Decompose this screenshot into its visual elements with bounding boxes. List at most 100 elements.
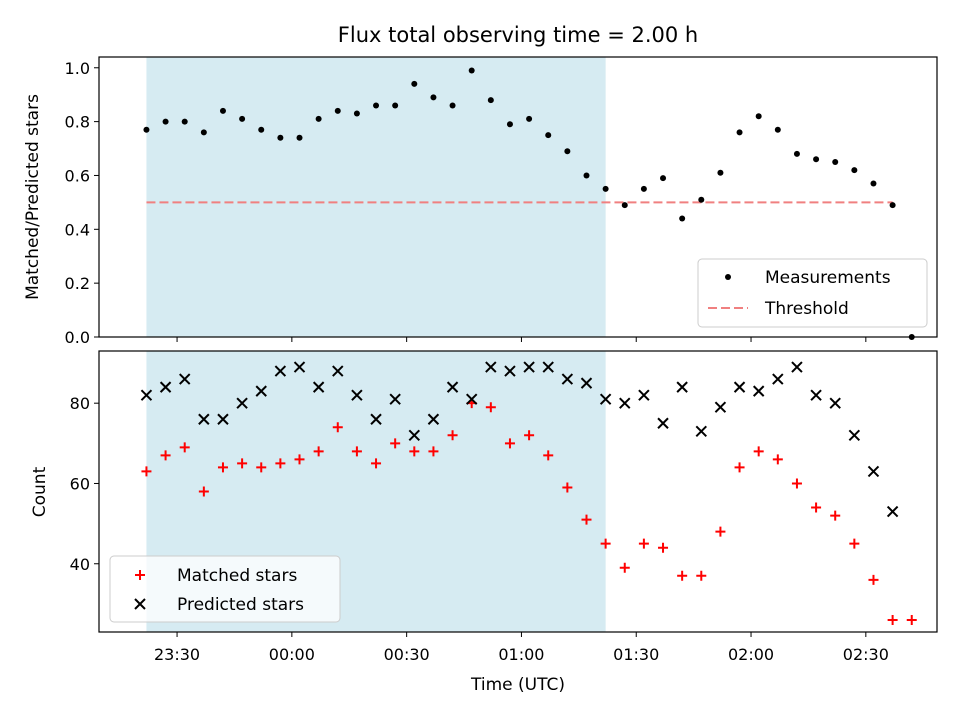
predicted-star-point (351, 389, 363, 401)
matched-star-point (141, 466, 152, 477)
predicted-star-point (829, 397, 841, 409)
matched-star-point (217, 462, 228, 473)
x-tick-label: 00:00 (269, 645, 315, 664)
measurement-point (449, 102, 456, 109)
matched-star-point (198, 486, 209, 497)
predicted-star-point (752, 385, 765, 397)
predicted-star-point (886, 505, 899, 518)
predicted-star-point (561, 373, 574, 385)
x-tick-label: 23:30 (154, 645, 200, 664)
top-legend: Measurements Threshold (697, 258, 928, 328)
legend-label-threshold: Threshold (764, 299, 849, 319)
measurement-point (602, 185, 609, 192)
y-tick-label: 0.0 (65, 328, 90, 347)
legend-box (697, 258, 928, 328)
predicted-star-point (695, 425, 707, 437)
measurement-point (621, 202, 628, 209)
predicted-star-point (446, 381, 459, 393)
matched-star-point (581, 514, 592, 525)
measurement-point (162, 118, 169, 125)
measurement-point (430, 94, 437, 101)
x-tick-label: 01:00 (498, 645, 544, 664)
matched-star-point (351, 446, 362, 457)
legend-marker-predicted (134, 598, 146, 610)
x-tick-label: 00:30 (384, 645, 430, 664)
y-tick-label: 1.0 (65, 59, 90, 78)
matched-star-point (237, 458, 248, 469)
measurement-point (889, 202, 896, 209)
predicted-star-point (370, 413, 382, 425)
measurement-point (832, 159, 839, 165)
predicted-star-point (465, 393, 478, 405)
predicted-star-point (255, 385, 267, 397)
matched-star-point (371, 458, 382, 469)
measurement-point (296, 134, 303, 141)
predicted-star-point (714, 401, 727, 413)
y-tick-label: 0.8 (65, 113, 90, 132)
predicted-star-point (867, 465, 880, 478)
bottom-panel: 40 60 80 23:30 00:00 00:30 01:00 01:30 02:00 02:3… (70, 350, 938, 664)
predicted-star-point (236, 397, 248, 409)
predicted-star-point (312, 381, 325, 393)
matched-star-point (160, 450, 171, 461)
predicted-star-point (179, 373, 191, 385)
matched-star-point (791, 478, 802, 489)
matched-star-point (658, 542, 669, 553)
predicted-star-point (772, 373, 784, 385)
measurement-point (143, 126, 150, 133)
measurement-point (640, 185, 647, 192)
x-tick-label: 01:30 (613, 645, 659, 664)
x-axis-label: Time (UTC) (470, 675, 565, 695)
measurement-point (468, 67, 475, 74)
predicted-star-point (485, 361, 497, 373)
measurement-point (851, 167, 858, 174)
matched-star-point (313, 446, 324, 457)
y-tick-label: 0.4 (65, 220, 90, 239)
matched-star-point (504, 438, 515, 449)
measurement-point (660, 175, 667, 182)
predicted-star-point (638, 389, 650, 401)
predicted-star-point (791, 361, 803, 373)
measurement-point (258, 126, 265, 133)
measurement-point (487, 97, 494, 104)
measurement-point (353, 110, 360, 117)
measurement-point (373, 102, 380, 109)
legend-marker-measurements (725, 274, 731, 280)
matched-star-point (485, 402, 496, 413)
matched-star-point (428, 446, 439, 457)
predicted-star-point (408, 429, 421, 442)
measurement-point (219, 107, 226, 114)
matched-star-point (696, 570, 707, 581)
bottom-y-axis-label: Count (30, 466, 50, 517)
predicted-star-point (810, 389, 822, 401)
matched-star-point (524, 430, 535, 441)
matched-star-point (600, 538, 611, 549)
predicted-star-point (389, 393, 401, 405)
predicted-star-point (619, 397, 631, 409)
predicted-star-point (427, 413, 440, 425)
measurement-point (411, 80, 418, 87)
predicted-star-point (140, 389, 153, 401)
measurement-point (200, 129, 207, 136)
chart-title: Flux total observing time = 2.00 h (338, 23, 698, 47)
matched-star-point (332, 422, 343, 433)
measurement-point (239, 115, 246, 122)
matched-star-point (294, 454, 305, 465)
predicted-star-point (198, 413, 210, 425)
measurement-point (315, 115, 322, 122)
matched-star-point (409, 446, 420, 457)
measurement-point (545, 132, 552, 139)
predicted-star-point (580, 377, 593, 389)
legend-marker-matched (135, 570, 145, 580)
measurement-point (736, 129, 743, 136)
measurement-point (755, 113, 762, 120)
y-tick-label: 0.2 (65, 274, 90, 293)
predicted-star-point (217, 413, 229, 425)
matched-star-point (543, 450, 554, 461)
top-panel: 0.0 0.2 0.4 0.6 0.8 1.0 Measurements Threshold (65, 56, 938, 347)
matched-star-point (179, 442, 190, 453)
matched-star-point (677, 570, 688, 581)
measurement-point (813, 156, 820, 163)
